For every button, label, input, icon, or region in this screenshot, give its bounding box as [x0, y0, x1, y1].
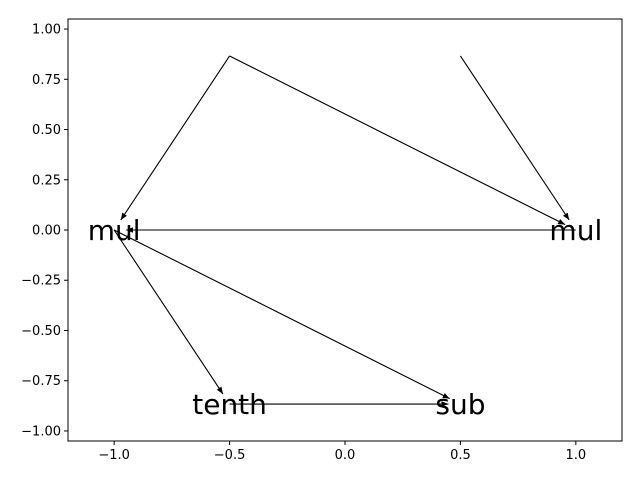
x-tick-label: 0.0 [335, 448, 356, 463]
graph-edge [120, 55, 231, 221]
y-tick-label: −1.00 [21, 424, 61, 439]
x-axis: −1.0 −0.5 0.0 0.5 1.0 [98, 441, 586, 463]
graph-edge [113, 229, 224, 395]
y-tick-label: 0.75 [32, 73, 61, 88]
edges-group [113, 55, 576, 407]
node-label: mul [549, 214, 602, 247]
node-labels-group: mul mul tenth sub [88, 214, 602, 421]
y-tick-label: 0.50 [32, 123, 61, 138]
y-tick-label: −0.75 [21, 374, 61, 389]
y-tick-label: −0.25 [21, 274, 61, 289]
y-tick-label: −0.50 [21, 324, 61, 339]
node-label: sub [435, 388, 485, 421]
graph-edge [229, 55, 566, 226]
graph-edge [113, 229, 450, 400]
y-tick-label: 1.00 [32, 23, 61, 38]
x-tick-label: 1.0 [565, 448, 586, 463]
graph-edge [459, 55, 570, 221]
y-axis: 1.00 0.75 0.50 0.25 0.00 −0.25 −0.50 −0.75 −1.00 [21, 23, 68, 439]
x-tick-label: −1.0 [98, 448, 130, 463]
y-tick-label: 0.00 [32, 224, 61, 239]
x-tick-label: −0.5 [214, 448, 246, 463]
y-tick-label: 0.25 [32, 173, 61, 188]
node-label: mul [88, 214, 141, 247]
node-label: tenth [192, 388, 267, 421]
x-tick-label: 0.5 [450, 448, 471, 463]
